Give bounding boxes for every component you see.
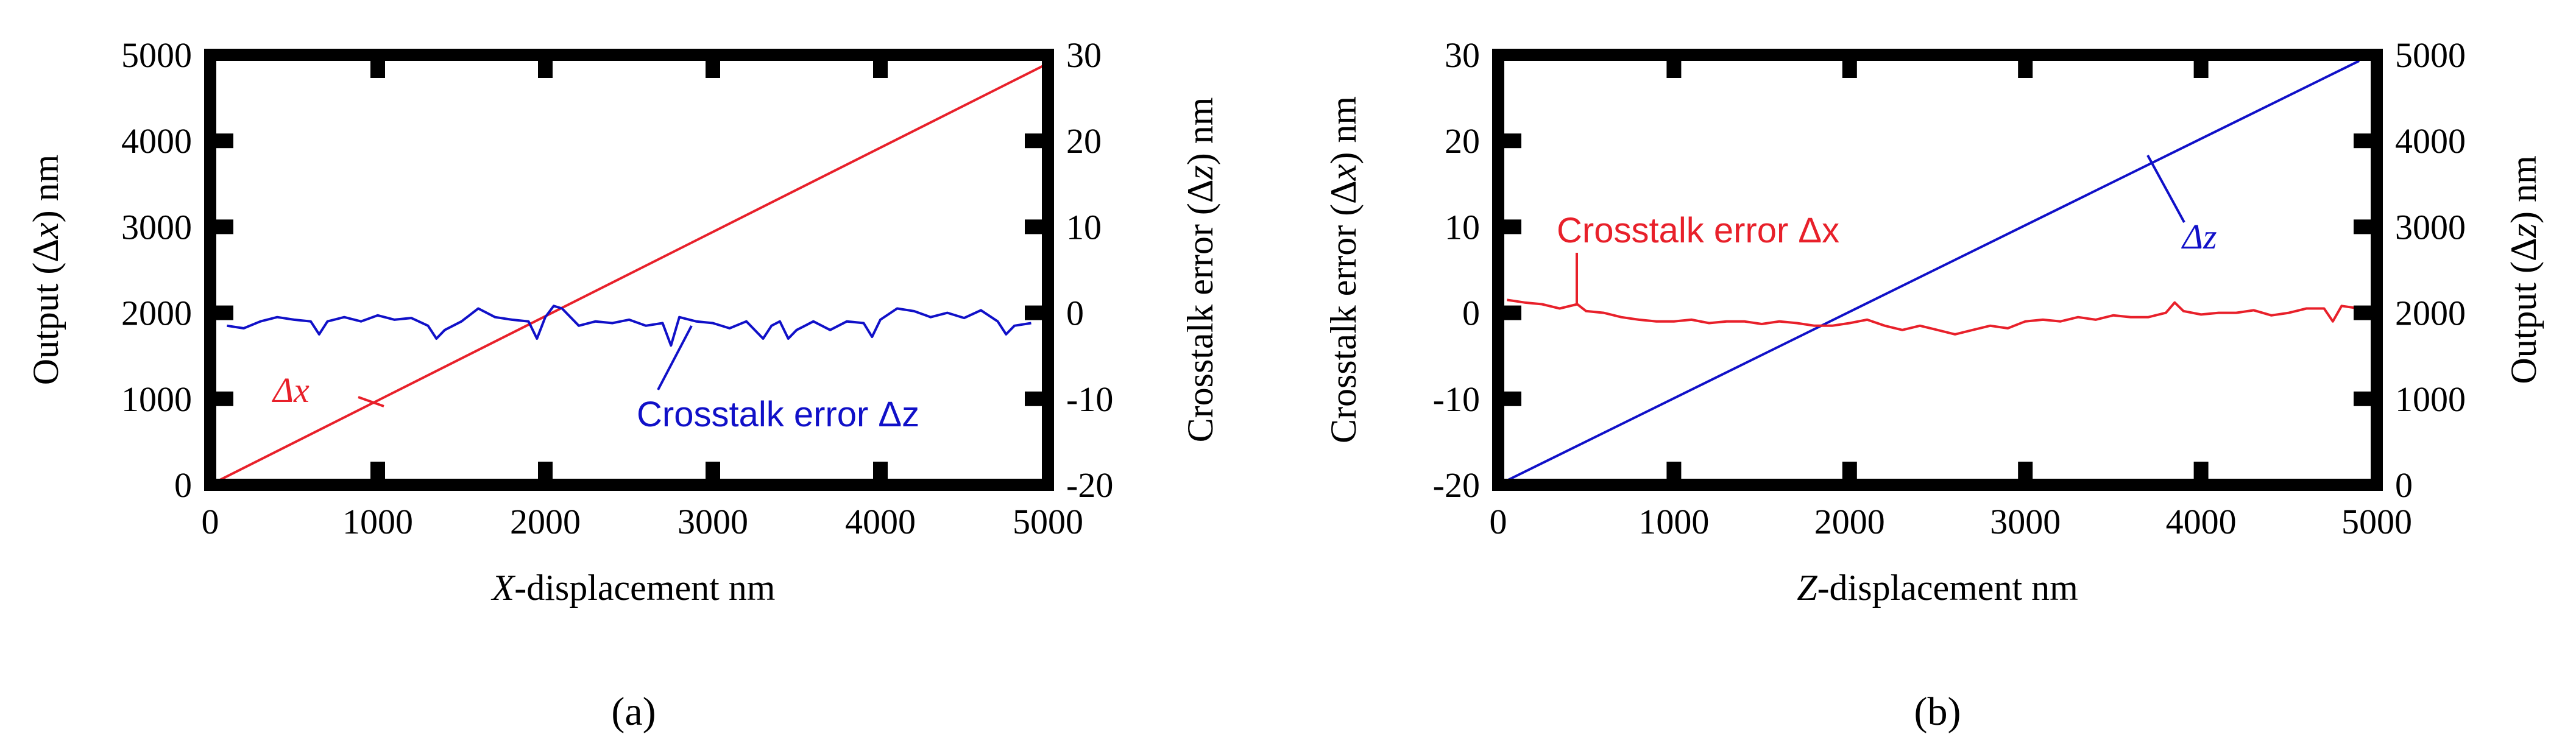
panel-a-xlabel-text: -displacement nm (514, 568, 775, 608)
panel-a-right-tick-label: 10 (1066, 207, 1102, 247)
panel-a-xtick-label: 2000 (510, 502, 581, 541)
panel-a-left-label-italic: x (26, 222, 66, 239)
panel-a-right-label-part3: ) nm (1180, 97, 1220, 166)
panel-b-x-axis-label: Z-displacement nm (1797, 568, 2078, 608)
panel-b-right-label-part3: ) nm (2503, 155, 2544, 224)
panel-b-series-output-line (1498, 60, 2360, 486)
panel-a-xtick-label: 0 (202, 502, 219, 541)
panel-a-series-crosstalk-line (227, 305, 1031, 347)
panel-a-left-label-part1: Output (Δ (26, 239, 66, 385)
panel-b-xtick-label: 3000 (1990, 502, 2061, 541)
panel-a-right-axis-label: Crosstalk error (Δz) nm (1180, 97, 1220, 443)
panel-b-right-tick-label: 2000 (2395, 294, 2466, 333)
panel-b-xlabel-italic: Z (1797, 568, 1817, 608)
panel-a-right-label-italic: z (1180, 165, 1220, 180)
panel-b-right-axis-label: Output (Δz) nm (2503, 155, 2544, 384)
panel-a-plot-frame (204, 49, 1054, 491)
panel-a-dx-leader (358, 396, 384, 407)
panel-a-left-tick-label: 5000 (121, 35, 192, 75)
panel-b-crosstalk-annotation: Crosstalk error Δx (1557, 211, 1839, 250)
panel-a-right-tick-label: 20 (1066, 121, 1102, 161)
panel-b-right-label-italic: z (2503, 224, 2544, 238)
panel-b-left-tick-label: 20 (1445, 121, 1480, 161)
panel-a-xtick-label: 3000 (678, 502, 748, 541)
panel-b-left-label-part3: ) nm (1323, 96, 1364, 164)
panel-a-crosstalk-annotation: Crosstalk error Δz (637, 395, 919, 434)
panel-b-xtick-label: 1000 (1638, 502, 1709, 541)
panel-b-label: (b) (1914, 689, 1961, 734)
panel-b: 0 1000 2000 3000 4000 5000 -20 -10 0 10 20 30 0 1000 2… (1323, 35, 2544, 734)
panel-b-left-tick-label: 10 (1445, 207, 1480, 247)
panel-a-xlabel-italic: X (491, 568, 516, 608)
panel-a-xtick-label: 4000 (845, 502, 916, 541)
panel-a-right-tick-label: 30 (1066, 35, 1102, 75)
panel-b-left-tick-label: -20 (1433, 465, 1480, 505)
panel-b-xtick-label: 0 (1490, 502, 1507, 541)
panel-b-series (1498, 60, 2360, 486)
panel-a-left-tick-label: 3000 (121, 207, 192, 247)
panel-b-right-tick-label: 4000 (2395, 121, 2466, 161)
panel-b-xtick-label: 4000 (2166, 502, 2237, 541)
panel-b-plot-frame (1492, 49, 2383, 491)
panel-b-right-tick-label: 5000 (2395, 35, 2466, 75)
panel-b-right-tick-label: 0 (2395, 465, 2413, 505)
panel-a-right-label-part1: Crosstalk error (Δ (1180, 180, 1220, 443)
panel-a-xtick-label: 1000 (342, 502, 413, 541)
panel-b-dz-annotation: Δz (2181, 217, 2217, 256)
panel-a-left-tick-label: 1000 (121, 379, 192, 419)
panel-a-right-tick-label: -20 (1066, 465, 1113, 505)
panel-a-tick-labels: 0 1000 2000 3000 4000 5000 0 1000 2000 3000 4000 50… (121, 35, 1113, 541)
panel-a: 0 1000 2000 3000 4000 5000 0 1000 2000 3000 4000 50… (26, 35, 1220, 734)
panel-a-left-label-part3: ) nm (26, 155, 66, 223)
panel-b-left-label-italic: x (1323, 164, 1364, 181)
panel-b-xtick-label: 5000 (2341, 502, 2412, 541)
panel-a-left-axis-label: Output (Δx) nm (26, 155, 66, 386)
panel-a-label: (a) (611, 689, 656, 734)
panel-a-right-tick-label: -10 (1066, 379, 1113, 419)
panel-a-series-output-line (210, 62, 1049, 486)
panel-b-right-tick-label: 1000 (2395, 379, 2466, 419)
panel-a-dx-annotation: Δx (272, 370, 310, 410)
panel-b-left-tick-label: 0 (1462, 294, 1480, 333)
panel-b-tick-labels: 0 1000 2000 3000 4000 5000 -20 -10 0 10 20 30 0 1000 2… (1433, 35, 2466, 541)
panel-a-left-tick-label: 4000 (121, 121, 192, 161)
panel-a-series (210, 62, 1049, 486)
panel-b-left-tick-label: -10 (1433, 379, 1480, 419)
panel-b-left-tick-label: 30 (1445, 35, 1480, 75)
panel-a-left-tick-label: 2000 (121, 294, 192, 333)
panel-a-crosstalk-leader (657, 325, 693, 390)
panel-b-series-crosstalk-line (1507, 298, 2360, 336)
panel-b-dz-leader (2146, 155, 2185, 223)
panel-a-xtick-label: 5000 (1013, 502, 1083, 541)
panel-b-xtick-label: 2000 (1814, 502, 1885, 541)
panel-b-left-axis-label: Crosstalk error (Δx) nm (1323, 96, 1364, 443)
panel-a-left-tick-label: 0 (174, 465, 192, 505)
panel-a-right-tick-label: 0 (1066, 294, 1084, 333)
panel-b-left-label-part1: Crosstalk error (Δ (1323, 180, 1364, 443)
panel-a-x-axis-label: X-displacement nm (491, 568, 776, 608)
panel-b-right-tick-label: 3000 (2395, 207, 2466, 247)
panel-b-right-label-part1: Output (Δ (2503, 238, 2544, 384)
panel-b-xlabel-text: -displacement nm (1817, 568, 2078, 608)
